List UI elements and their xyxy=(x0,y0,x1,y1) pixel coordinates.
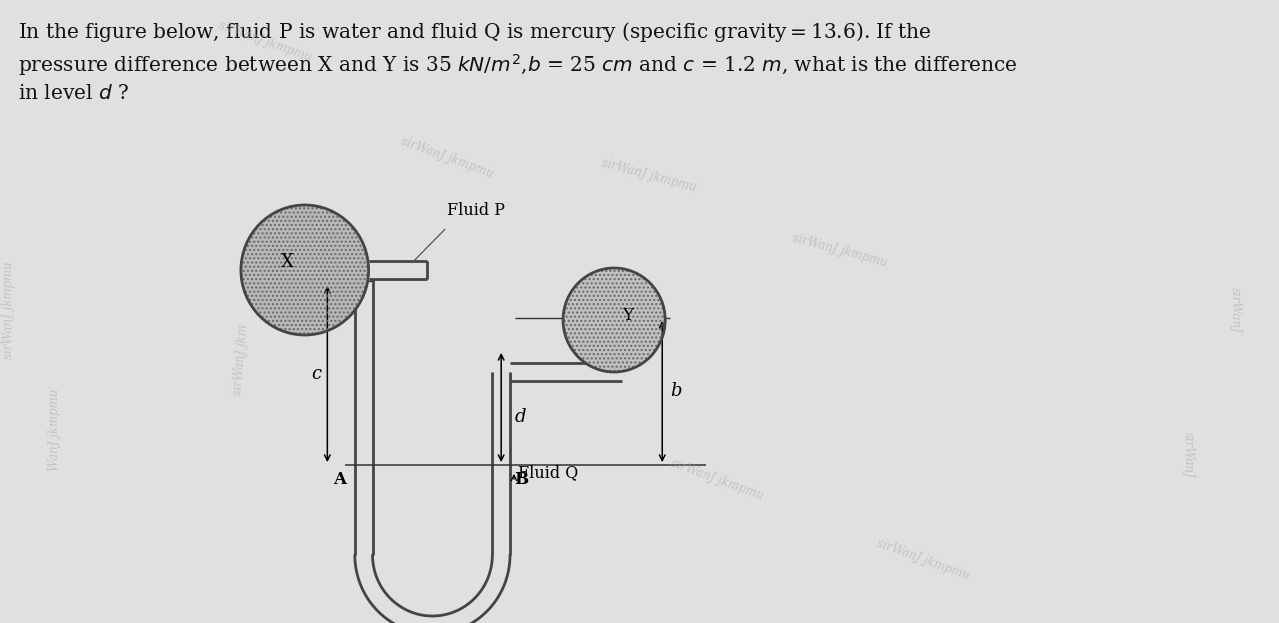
Text: Fluid P: Fluid P xyxy=(448,202,505,219)
Text: b: b xyxy=(670,383,682,401)
Text: sirWanJ jkmpmu: sirWanJ jkmpmu xyxy=(600,156,697,194)
Text: sirWanJ jkmpmu: sirWanJ jkmpmu xyxy=(875,537,972,583)
Text: sirWanJ jkmpmu: sirWanJ jkmpmu xyxy=(1,261,14,359)
Text: sirWanJ jkmpmu: sirWanJ jkmpmu xyxy=(792,231,889,269)
Text: pressure difference between X and Y is 35 $kN/m^2$,$b$ = 25 $cm$ and $c$ = 1.2 $: pressure difference between X and Y is 3… xyxy=(18,52,1018,78)
Text: sirWanJ jkmpmu: sirWanJ jkmpmu xyxy=(399,135,495,181)
Text: Y: Y xyxy=(623,308,633,325)
Text: X: X xyxy=(280,253,293,271)
Text: Fluid Q: Fluid Q xyxy=(518,464,578,481)
Text: d: d xyxy=(515,409,527,427)
Text: B: B xyxy=(514,471,528,488)
Circle shape xyxy=(563,268,665,372)
Text: sirWanJ jkmpmu: sirWanJ jkmpmu xyxy=(217,19,313,65)
Text: In the figure below, fluid P is water and fluid Q is mercury (specific gravity$=: In the figure below, fluid P is water an… xyxy=(18,20,931,44)
Text: sirWanJ: sirWanJ xyxy=(1182,432,1195,478)
Text: sirWanJ jkmpmu: sirWanJ jkmpmu xyxy=(669,457,765,503)
Circle shape xyxy=(240,205,368,335)
Text: in level $d$ ?: in level $d$ ? xyxy=(18,84,129,103)
Text: WanJ jkmpmu: WanJ jkmpmu xyxy=(47,389,61,471)
Text: sirWanJ: sirWanJ xyxy=(1229,287,1242,333)
Text: c: c xyxy=(311,365,321,383)
Text: sirWanJ jkm: sirWanJ jkm xyxy=(231,324,251,396)
Text: A: A xyxy=(334,471,347,488)
